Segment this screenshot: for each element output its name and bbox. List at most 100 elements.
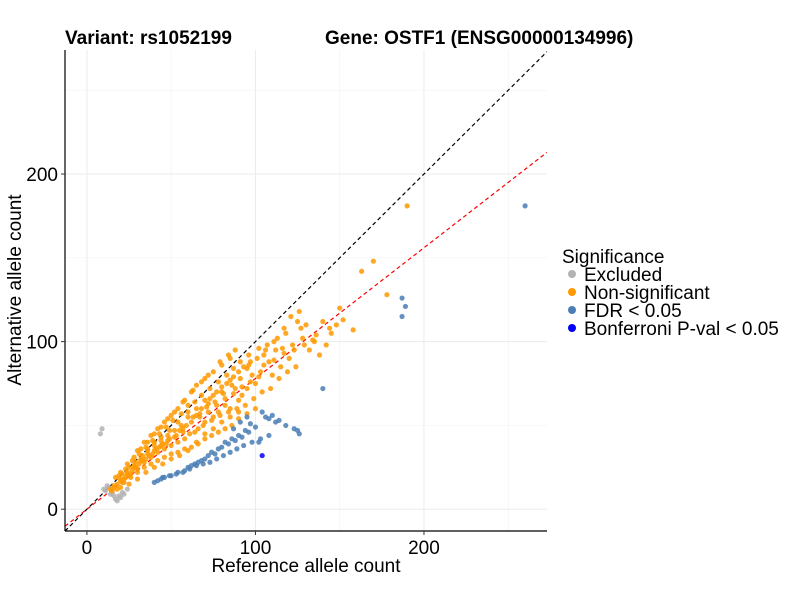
data-point (217, 412, 223, 418)
data-point (134, 476, 141, 482)
data-point (359, 268, 365, 274)
data-point (288, 313, 294, 320)
data-point (138, 446, 144, 452)
data-point (207, 459, 213, 465)
data-point (294, 318, 301, 325)
data-point (326, 325, 333, 331)
data-point (232, 385, 238, 392)
grid (65, 50, 547, 531)
data-point (316, 352, 323, 358)
data-points (97, 203, 528, 504)
data-point (262, 414, 269, 420)
data-point (203, 404, 210, 410)
data-point (192, 399, 198, 405)
data-point (143, 469, 149, 475)
data-point (205, 409, 211, 415)
data-point (276, 375, 282, 382)
data-point (293, 364, 299, 370)
data-point (207, 385, 213, 392)
data-point (239, 434, 245, 440)
legend-label: Excluded (584, 265, 662, 286)
x-tick-label: 100 (240, 538, 272, 559)
data-point (138, 458, 144, 464)
data-point (350, 327, 356, 333)
x-tick-label: 200 (408, 538, 440, 559)
data-point (214, 402, 220, 408)
data-point (246, 352, 252, 358)
x-axis-title: Reference allele count (211, 556, 401, 577)
reference-lines (65, 51, 547, 531)
data-point (151, 431, 157, 437)
y-tick-label: 0 (47, 500, 58, 521)
data-point (175, 449, 181, 455)
legend-key (568, 306, 576, 314)
data-point (269, 412, 275, 418)
data-point (224, 372, 230, 378)
gene-title: Gene: OSTF1 (ENSG00000134996) (325, 28, 633, 49)
data-point (289, 342, 296, 348)
data-point (244, 365, 250, 372)
data-point (193, 406, 200, 412)
data-point (306, 347, 312, 353)
data-point (224, 380, 230, 387)
data-point (219, 444, 225, 450)
legend-key (568, 324, 576, 332)
data-point (227, 449, 233, 455)
data-point (399, 295, 405, 301)
data-point (313, 332, 319, 338)
data-point (271, 357, 277, 363)
data-point (227, 377, 233, 383)
data-point (161, 419, 168, 425)
data-point (141, 464, 147, 470)
data-point (276, 417, 282, 423)
data-point (222, 426, 228, 432)
data-point (175, 406, 181, 412)
data-point (370, 258, 377, 264)
data-point (198, 379, 205, 385)
data-point (205, 452, 211, 459)
data-point (241, 442, 247, 449)
data-point (160, 474, 166, 480)
data-point (158, 434, 164, 440)
data-point (269, 372, 275, 378)
data-point (168, 412, 174, 418)
data-point (109, 488, 115, 494)
data-point (251, 395, 257, 402)
data-point (237, 359, 243, 365)
data-point (97, 431, 103, 437)
data-point (202, 397, 208, 403)
data-point (278, 364, 284, 370)
legend-label: Non-significant (584, 283, 710, 304)
data-point (254, 355, 260, 361)
data-point (340, 317, 346, 323)
data-point (202, 431, 208, 437)
data-point (215, 429, 221, 435)
data-point (124, 471, 130, 477)
data-point (173, 471, 179, 477)
data-point (182, 446, 188, 452)
data-point (261, 362, 267, 368)
data-point (131, 464, 137, 470)
data-point (160, 461, 166, 467)
data-point (252, 380, 259, 387)
data-point (144, 451, 151, 457)
legend-key (568, 270, 576, 278)
data-point (384, 292, 390, 298)
data-point (229, 382, 235, 388)
data-point (230, 365, 237, 372)
data-point (323, 342, 329, 348)
data-point (399, 313, 405, 320)
data-point (195, 426, 201, 432)
data-point (262, 347, 269, 353)
data-point (185, 414, 191, 420)
data-point (99, 426, 105, 432)
data-point (281, 350, 287, 356)
data-point (165, 416, 171, 422)
data-point (266, 359, 272, 365)
data-point (252, 424, 259, 430)
data-point (283, 422, 289, 429)
data-point (151, 447, 157, 454)
data-point (168, 451, 174, 457)
data-point (296, 431, 302, 437)
data-point (124, 486, 130, 492)
